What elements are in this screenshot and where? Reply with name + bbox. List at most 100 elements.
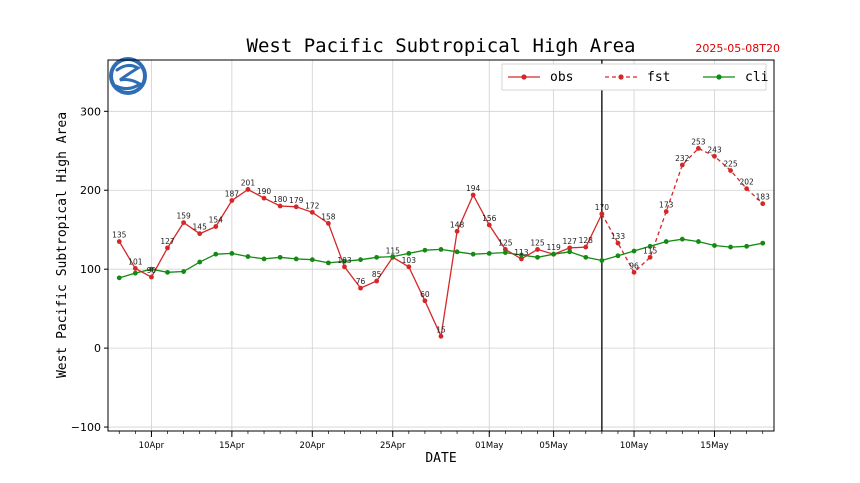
data-point-obs xyxy=(567,245,573,251)
data-point-cli xyxy=(309,257,315,263)
data-point-cli xyxy=(293,256,299,262)
data-label-obs: 125 xyxy=(530,238,545,247)
data-point-fst xyxy=(695,146,701,151)
data-point-cli xyxy=(261,256,267,262)
logo xyxy=(109,57,147,95)
data-label-obs: 103 xyxy=(337,256,352,265)
y-tick-label: 300 xyxy=(80,105,101,118)
data-label-obs: 170 xyxy=(595,203,610,212)
data-point-cli xyxy=(422,247,428,253)
data-point-obs xyxy=(132,265,138,271)
data-label-obs: 125 xyxy=(498,238,513,247)
data-point-cli xyxy=(712,243,717,248)
x-tick-label: 15May xyxy=(700,441,728,451)
data-point-fst xyxy=(663,209,669,214)
y-tick-label: 0 xyxy=(94,342,101,355)
data-label-obs: 119 xyxy=(546,243,561,252)
data-point-fst xyxy=(615,240,621,246)
legend-marker-fst xyxy=(618,74,624,80)
data-label-fst: 133 xyxy=(611,232,626,241)
data-point-cli xyxy=(454,249,460,255)
x-tick-label: 25Apr xyxy=(380,441,406,451)
data-point-obs xyxy=(454,228,460,234)
x-tick-label: 20Apr xyxy=(300,441,326,451)
data-label-obs: 103 xyxy=(402,256,417,265)
data-label-fst: 115 xyxy=(643,246,658,255)
data-point-cli xyxy=(760,240,766,246)
data-label-fst: 96 xyxy=(629,261,639,270)
data-point-obs xyxy=(293,204,299,210)
data-point-obs xyxy=(519,256,524,262)
data-label-obs: 127 xyxy=(563,237,578,246)
data-label-obs: 127 xyxy=(160,237,175,246)
data-point-obs xyxy=(229,198,235,203)
data-label-obs: 85 xyxy=(372,270,382,279)
x-tick-label: 01May xyxy=(475,441,503,451)
data-point-cli xyxy=(502,250,508,256)
data-point-cli xyxy=(567,249,573,255)
data-label-obs: 15 xyxy=(436,325,446,334)
data-point-cli xyxy=(132,270,138,276)
y-tick-label: 100 xyxy=(80,263,101,276)
data-point-cli xyxy=(181,269,187,274)
data-point-cli xyxy=(358,257,363,263)
data-point-obs xyxy=(213,224,219,229)
data-point-obs xyxy=(325,220,331,226)
data-point-obs xyxy=(165,245,170,251)
data-point-cli xyxy=(213,251,219,257)
data-point-obs xyxy=(197,231,203,237)
data-point-obs xyxy=(309,209,315,215)
data-point-cli xyxy=(647,243,653,249)
data-point-cli xyxy=(663,239,669,244)
data-point-cli xyxy=(615,253,621,259)
data-label-fst: 225 xyxy=(723,160,738,169)
x-tick-label: 05May xyxy=(539,441,567,451)
data-point-obs xyxy=(438,333,444,339)
issue-timestamp: 2025-05-08T20 xyxy=(695,42,780,55)
data-label-obs: 190 xyxy=(257,187,272,196)
data-point-cli xyxy=(438,247,444,252)
data-point-obs xyxy=(470,192,476,198)
data-point-fst xyxy=(599,211,605,217)
legend-marker-obs xyxy=(521,74,527,80)
data-label-fst: 232 xyxy=(675,154,690,163)
data-point-fst xyxy=(728,168,733,173)
data-label-obs: 180 xyxy=(273,195,288,204)
chart-title: West Pacific Subtropical High Area xyxy=(247,35,636,57)
legend-label-obs: obs xyxy=(550,70,573,85)
x-tick-label: 10Apr xyxy=(139,441,165,451)
data-label-fst: 202 xyxy=(739,178,754,187)
data-label-obs: 115 xyxy=(386,246,401,255)
data-label-obs: 113 xyxy=(514,248,529,257)
data-label-obs: 135 xyxy=(112,231,127,240)
legend: obs fst cli xyxy=(501,63,768,91)
data-label-obs: 179 xyxy=(289,196,304,205)
data-point-obs xyxy=(535,247,540,252)
data-label-obs: 60 xyxy=(420,290,430,299)
data-label-fst: 243 xyxy=(707,145,722,154)
data-label-obs: 76 xyxy=(356,277,366,286)
data-label-obs: 156 xyxy=(482,214,497,223)
data-point-cli xyxy=(374,254,380,260)
data-point-fst xyxy=(744,186,750,192)
data-label-fst: 183 xyxy=(756,193,771,202)
data-label-obs: 154 xyxy=(209,216,224,225)
data-point-obs xyxy=(406,264,412,270)
data-label-obs: 145 xyxy=(193,223,208,232)
axes: −100 0 100 200 300 10Apr 15Apr 20Apr 25Apr 01May 0… xyxy=(71,59,775,451)
x-tick-label: 10May xyxy=(620,441,648,451)
legend-label-cli: cli xyxy=(745,70,768,85)
data-point-fst xyxy=(679,162,685,168)
data-point-fst xyxy=(647,254,653,260)
y-tick-label: −100 xyxy=(71,421,101,434)
data-point-cli xyxy=(165,269,170,275)
data-label-obs: 148 xyxy=(450,220,465,229)
data-label-obs: 159 xyxy=(176,212,191,221)
data-point-cli xyxy=(583,254,589,260)
series-group xyxy=(116,146,766,339)
data-point-cli xyxy=(679,236,685,242)
grid xyxy=(108,60,774,431)
data-point-cli xyxy=(744,243,750,249)
data-point-obs xyxy=(181,220,187,226)
plot-frame xyxy=(107,59,775,432)
